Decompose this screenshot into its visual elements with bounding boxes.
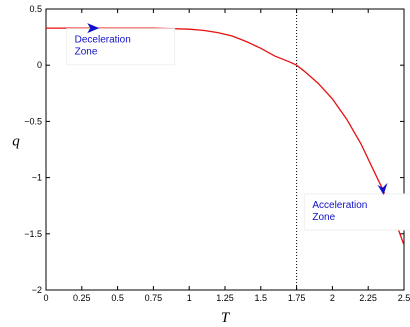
x-tick-label: 2.5: [398, 293, 410, 303]
direction-arrow: [87, 23, 100, 34]
y-tick-label: −1: [32, 173, 42, 183]
x-tick-label: 1.75: [288, 293, 306, 303]
x-tick-label: 0.25: [73, 293, 91, 303]
y-tick-label: 0: [37, 60, 42, 70]
annotation-text: Deceleration: [75, 35, 131, 46]
y-tick-label: −1.5: [24, 229, 42, 239]
x-tick-label: 2: [330, 293, 335, 303]
x-tick-label: 1: [187, 293, 192, 303]
x-tick-label: 1.5: [255, 293, 268, 303]
annotation-text: Acceleration: [312, 200, 367, 211]
y-tick-label: −0.5: [24, 116, 42, 126]
direction-arrow: [377, 182, 388, 195]
x-tick-label: 1.25: [216, 293, 234, 303]
x-tick-label: 0.5: [111, 293, 124, 303]
x-tick-label: 2.25: [359, 293, 377, 303]
x-tick-label: 0: [43, 293, 48, 303]
x-tick-label: 0.75: [145, 293, 163, 303]
x-axis-label: T: [221, 310, 231, 326]
annotation-box: [303, 193, 410, 231]
y-tick-label: 0.5: [29, 4, 42, 14]
y-axis-label: q: [12, 134, 20, 150]
annotation-box: [66, 28, 176, 66]
ticks-layer: 0 0.25 0.5 0.75 1 1.25 1.5 1.75 2 2.25 2.5 0.5 0 −0.5…: [24, 4, 410, 303]
annotation-text: Zone: [312, 212, 335, 223]
annotation-text: Zone: [75, 47, 98, 58]
y-tick-label: −2: [32, 285, 42, 295]
